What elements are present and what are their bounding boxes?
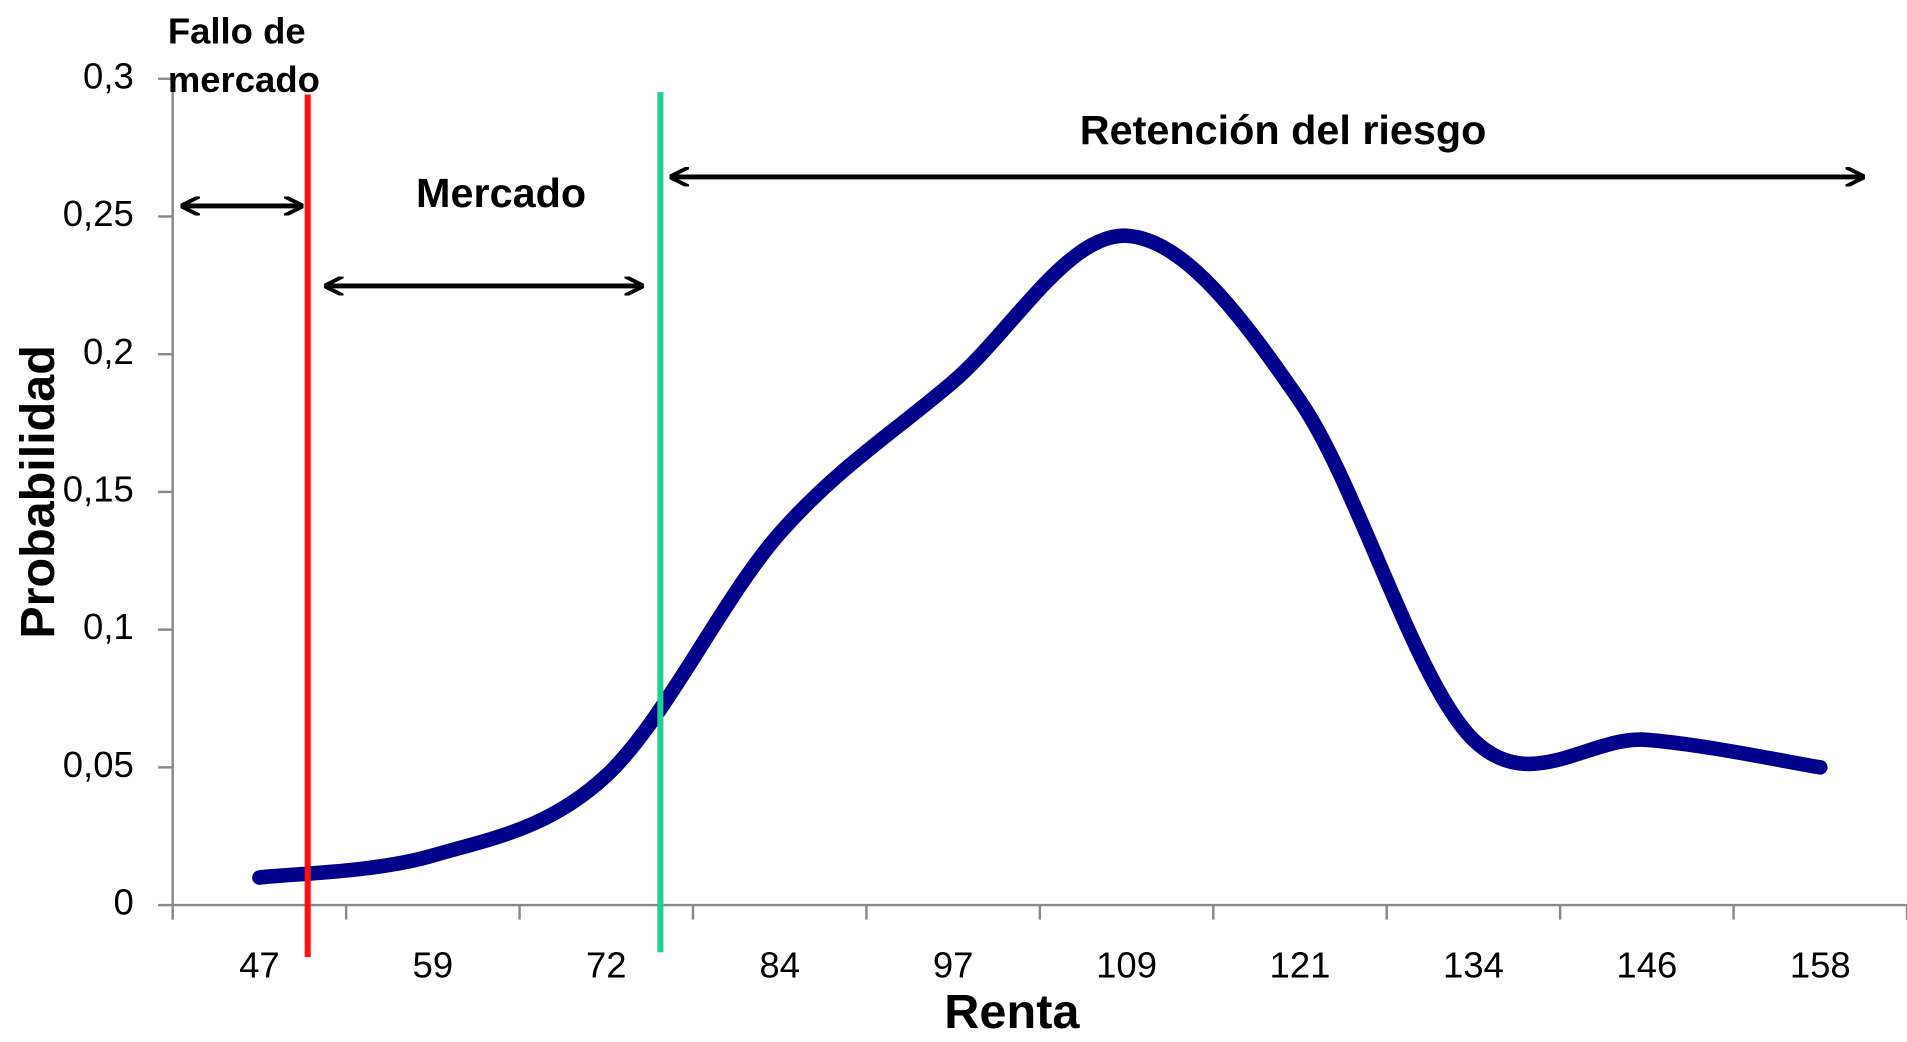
plot: 0 0,05 0,1 0,15 0,2 0,25 0,3 47 59 72 84 97 109 121 13…	[63, 55, 1907, 986]
data-line	[252, 228, 1828, 885]
x-tick-label: 134	[1443, 945, 1504, 986]
x-tick-label: 146	[1616, 945, 1677, 986]
x-tick-label: 121	[1270, 945, 1331, 986]
x-tick-label: 158	[1790, 945, 1851, 986]
y-axis-label: Probabilidad	[11, 345, 65, 638]
y-tick-label: 0,3	[83, 55, 134, 96]
annotation: Retención del riesgo	[1080, 107, 1487, 153]
y-tick-label: 0,15	[63, 469, 134, 510]
x-tick-label: 72	[586, 945, 627, 986]
x-tick-label: 59	[413, 945, 454, 986]
annotation: mercado	[168, 59, 320, 100]
y-tick-label: 0,1	[83, 606, 134, 647]
y-tick-label: 0,25	[63, 193, 134, 234]
y-tick-label: 0	[113, 882, 133, 923]
y-tick-label: 0,05	[63, 744, 134, 785]
x-tick-label: 109	[1096, 945, 1157, 986]
x-axis-label: Renta	[944, 985, 1080, 1039]
x-tick-label: 97	[933, 945, 974, 986]
annotation: Mercado	[416, 170, 586, 216]
x-tick-label: 47	[239, 945, 280, 986]
annotation: Fallo de	[168, 11, 306, 52]
x-tick-label: 84	[759, 945, 800, 986]
y-tick-label: 0,2	[83, 331, 134, 372]
